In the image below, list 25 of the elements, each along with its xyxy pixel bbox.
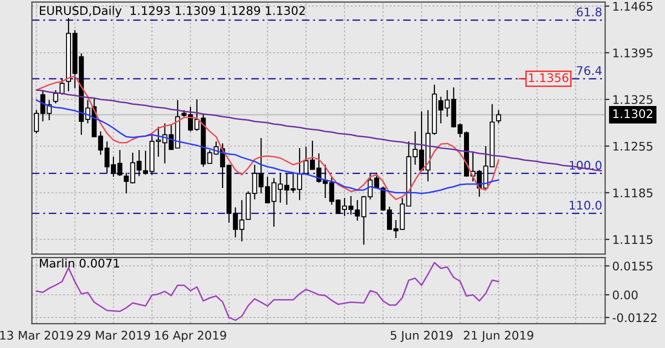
annotation: 61.8 — [576, 7, 602, 16]
y-tick-label: -0.0122 — [612, 313, 656, 322]
x-tick-label: 13 Mar 2019 — [0, 330, 74, 340]
candlestick — [496, 110, 502, 124]
chart-title: EURUSD,Daily 1.1293 1.1309 1.1289 1.1302 — [40, 6, 305, 18]
x-tick-label: 21 Jun 2019 — [464, 330, 534, 342]
annotation: 76.4 — [576, 66, 602, 76]
x-tick-label: 29 Mar 2019 — [76, 330, 150, 340]
candlestick — [60, 78, 65, 96]
chart-title: Marlin 0.0071 — [40, 258, 120, 268]
y-tick-label: 1.1325 — [613, 95, 652, 104]
y-tick-label: 1.1465 — [613, 2, 652, 11]
y-tick-label: 1.1185 — [613, 188, 652, 198]
y-tick-label: 0.0155 — [612, 262, 652, 271]
y-tick-label: 1.1115 — [613, 235, 652, 244]
y-tick-label: 0.00 — [612, 290, 638, 300]
ref-line-label: 1.1356 — [529, 73, 568, 82]
x-tick-label: 5 Jun 2019 — [390, 330, 452, 342]
candlestick — [53, 90, 58, 104]
x-tick-label: 16 Apr 2019 — [155, 330, 226, 342]
annotation: 110.0 — [570, 200, 602, 210]
y-tick-label: 1.1395 — [613, 48, 652, 58]
line-series — [36, 75, 500, 200]
ref-line-label: 1.1302 — [613, 109, 652, 118]
y-tick-label: 1.1255 — [613, 142, 652, 151]
